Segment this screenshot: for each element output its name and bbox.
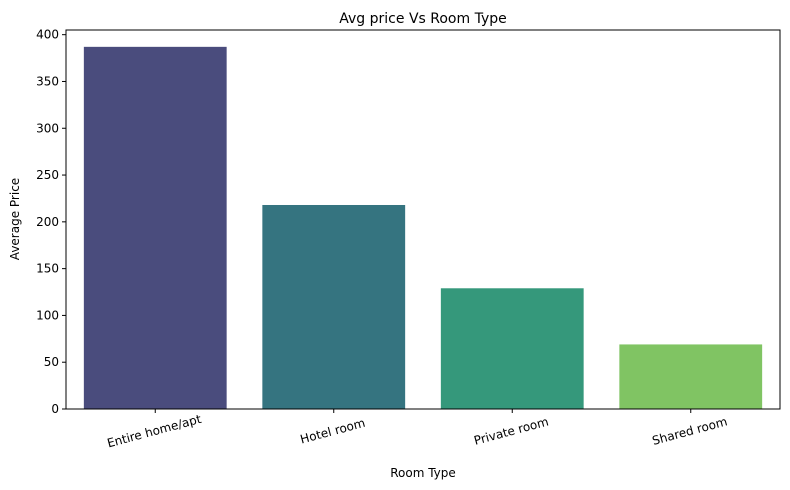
x-tick-label: Entire home/apt (106, 412, 203, 451)
x-tick-label: Shared room (651, 414, 729, 447)
x-tick-label: Private room (472, 414, 550, 447)
plot-frame (65, 29, 781, 410)
bar-private-room (440, 288, 584, 409)
bars-group (83, 46, 763, 409)
x-axis-ticks: Entire home/apt Hotel room Private room Sha… (106, 409, 729, 450)
bar-entire-home-apt (83, 46, 227, 409)
y-tick-label: 250 (36, 168, 59, 182)
y-tick-label: 0 (51, 402, 59, 416)
y-tick-label: 400 (36, 28, 59, 42)
x-tick-label: Hotel room (299, 416, 367, 447)
y-axis-ticks: 0 50 100 150 200 250 300 350 400 (36, 28, 66, 416)
y-tick-label: 150 (36, 262, 59, 276)
y-tick-label: 50 (44, 355, 59, 369)
y-tick-label: 100 (36, 308, 59, 322)
chart-title: Avg price Vs Room Type (339, 11, 506, 27)
x-axis-title: Room Type (390, 466, 456, 480)
y-tick-label: 300 (36, 121, 59, 135)
bar-hotel-room (262, 204, 406, 409)
bar-shared-room (619, 344, 763, 409)
y-tick-label: 350 (36, 74, 59, 88)
y-tick-label: 200 (36, 215, 59, 229)
y-axis-title: Average Price (8, 178, 22, 260)
